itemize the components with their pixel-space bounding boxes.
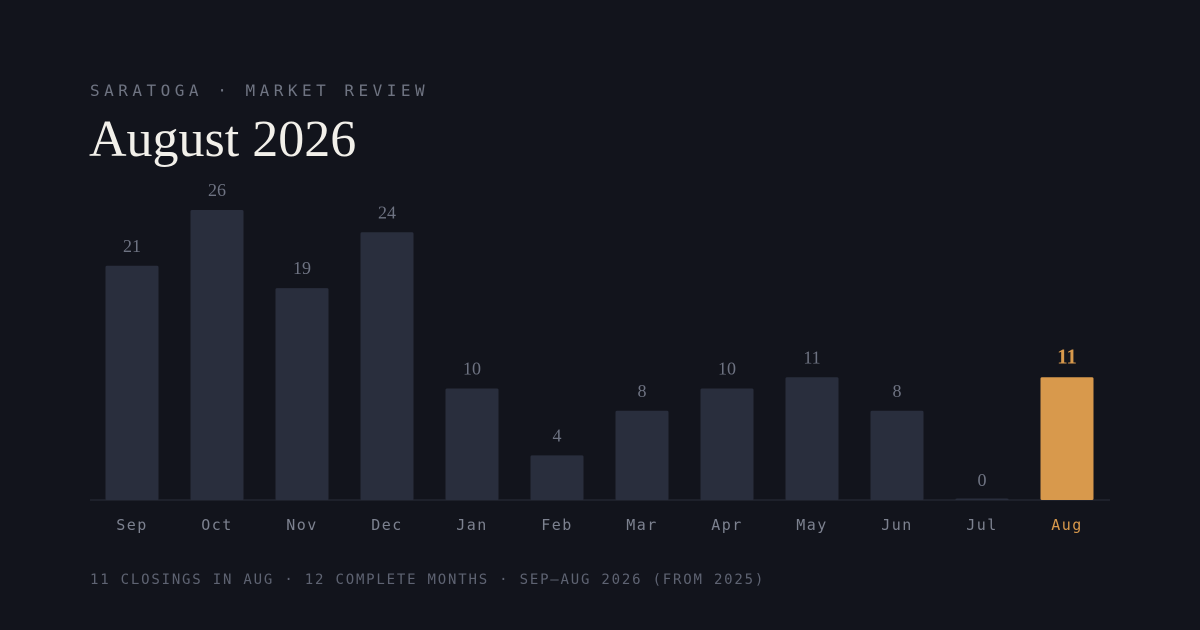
bar xyxy=(955,498,1009,500)
x-tick-label: Apr xyxy=(711,516,743,534)
x-tick-label: Aug xyxy=(1051,516,1083,534)
x-tick-label: Nov xyxy=(286,516,318,534)
bar xyxy=(275,288,329,500)
bar xyxy=(360,232,414,501)
value-label: 11 xyxy=(1057,344,1077,368)
value-label: 10 xyxy=(463,358,481,378)
bar xyxy=(530,455,584,500)
x-tick-label: May xyxy=(796,516,828,534)
x-tick-label: Jul xyxy=(966,516,998,534)
kicker: SARATOGA · MARKET REVIEW xyxy=(90,81,429,100)
value-label: 8 xyxy=(638,381,647,401)
value-label: 24 xyxy=(378,202,396,222)
chart-title: August 2026 xyxy=(89,111,356,168)
value-label: 8 xyxy=(893,381,902,401)
bar xyxy=(1040,377,1094,500)
bar xyxy=(615,410,669,500)
value-label: 11 xyxy=(803,347,820,367)
value-label: 19 xyxy=(293,258,311,278)
value-label: 26 xyxy=(208,180,226,200)
x-tick-label: Feb xyxy=(541,516,573,534)
x-tick-label: Dec xyxy=(371,516,403,534)
x-tick-label: Sep xyxy=(116,516,148,534)
bar xyxy=(785,377,839,500)
bar xyxy=(105,265,159,500)
x-tick-label: Jun xyxy=(881,516,913,534)
footnote: 11 CLOSINGS IN AUG · 12 COMPLETE MONTHS … xyxy=(90,572,765,588)
value-label: 10 xyxy=(718,358,736,378)
value-label: 4 xyxy=(553,425,562,445)
bar xyxy=(190,210,244,500)
value-label: 21 xyxy=(123,236,141,256)
bar xyxy=(445,388,499,500)
x-tick-label: Jan xyxy=(456,516,488,534)
bar xyxy=(700,388,754,500)
x-tick-label: Oct xyxy=(201,516,233,534)
x-tick-label: Mar xyxy=(626,516,658,534)
value-label: 0 xyxy=(978,470,987,490)
bar xyxy=(870,410,924,500)
